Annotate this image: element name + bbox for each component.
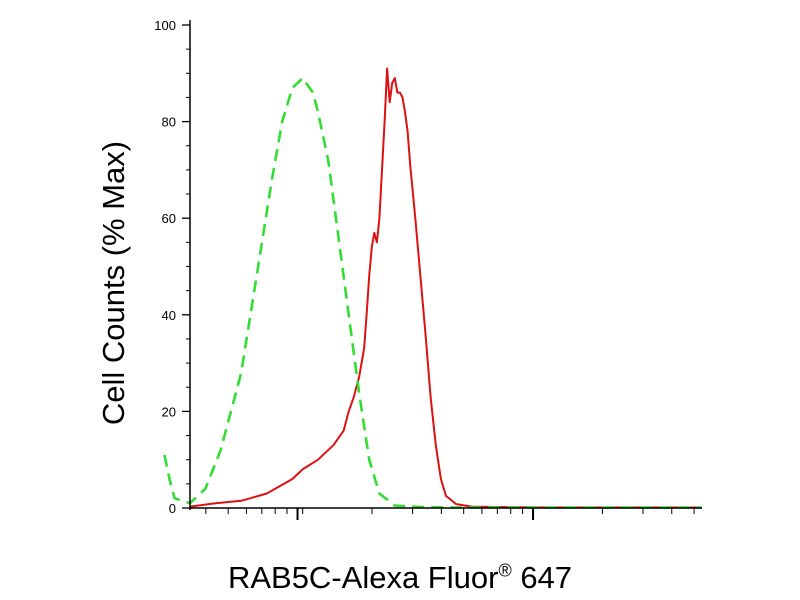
y-tick-label: 100 [154, 18, 176, 33]
x-axis-label: RAB5C-Alexa Fluor® 647 [0, 560, 800, 596]
sample-histogram-line [189, 67, 702, 509]
series-layer [163, 67, 702, 509]
x-axis-label-text: RAB5C-Alexa Fluor [227, 560, 499, 595]
x-axis-label-superscript: ® [498, 560, 512, 581]
y-tick-label: 80 [162, 115, 176, 130]
control-histogram-line [163, 76, 702, 509]
y-axis-label: Cell Counts (% Max) [96, 141, 131, 425]
y-tick-label: 60 [162, 211, 176, 226]
x-axis-ticks [205, 508, 695, 520]
y-axis-ticks: 0 20 40 60 80 100 [154, 18, 190, 516]
x-axis-label-tail: 647 [511, 560, 573, 595]
y-tick-label: 0 [169, 501, 176, 516]
y-tick-label: 40 [162, 308, 176, 323]
y-tick-label: 20 [162, 404, 176, 419]
